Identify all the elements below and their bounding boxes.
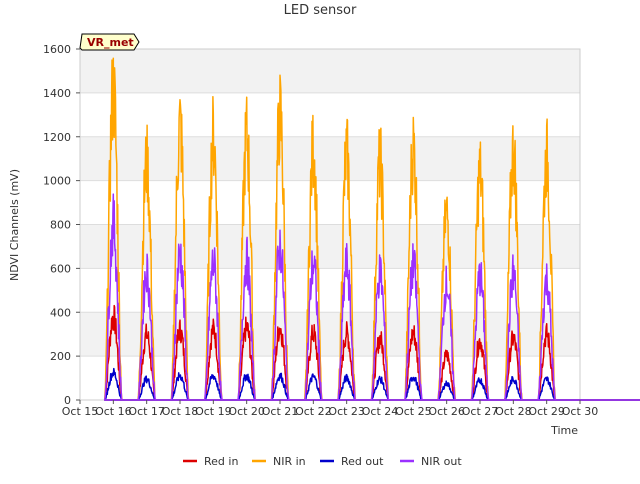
x-tick-label: Oct 15 xyxy=(62,405,99,418)
series-lines xyxy=(103,57,640,401)
x-tick-label: Oct 22 xyxy=(295,405,332,418)
y-tick-label: 800 xyxy=(50,219,71,232)
y-tick-label: 1000 xyxy=(43,175,71,188)
badge-label: VR_met xyxy=(87,36,134,49)
badge-shape xyxy=(79,33,140,51)
x-tick-label: Oct 17 xyxy=(128,405,165,418)
x-tick-label: Oct 27 xyxy=(462,405,499,418)
y-axis: 0 200 400 600 800 1000 1200 1400 1600 xyxy=(43,43,80,407)
legend: Red in NIR in Red out NIR out xyxy=(183,455,462,468)
y-tick-label: 0 xyxy=(64,394,71,407)
chart-title: LED sensor xyxy=(284,3,357,18)
legend-label: NIR in xyxy=(273,455,306,468)
background-band xyxy=(80,136,580,181)
x-tick-label: Oct 24 xyxy=(362,405,399,418)
x-tick-label: Oct 28 xyxy=(495,405,532,418)
background-band xyxy=(80,49,580,93)
x-tick-label: Oct 18 xyxy=(162,405,199,418)
x-tick-label: Oct 25 xyxy=(395,405,432,418)
x-tick-label: Oct 29 xyxy=(528,405,565,418)
background-band xyxy=(80,312,580,357)
y-tick-label: 1600 xyxy=(43,43,71,56)
y-tick-label: 200 xyxy=(50,350,71,363)
x-tick-label: Oct 16 xyxy=(95,405,132,418)
legend-label: Red in xyxy=(204,455,238,468)
y-tick-label: 1400 xyxy=(43,87,71,100)
x-tick-label: Oct 23 xyxy=(328,405,365,418)
x-tick-label: Oct 30 xyxy=(562,405,599,418)
x-tick-label: Oct 26 xyxy=(428,405,465,418)
plot-background-bands xyxy=(80,49,580,357)
x-tick-label: Oct 20 xyxy=(228,405,265,418)
legend-label: NIR out xyxy=(421,455,462,468)
background-band xyxy=(80,224,580,269)
x-tick-label: Oct 19 xyxy=(195,405,232,418)
series-line-nir-out xyxy=(103,193,640,401)
y-tick-label: 600 xyxy=(50,262,71,275)
x-axis-label: Time xyxy=(550,424,578,437)
x-tick-label: Oct 21 xyxy=(262,405,299,418)
site-badge: VR_met xyxy=(79,33,140,51)
y-tick-label: 1200 xyxy=(43,131,71,144)
y-axis-label: NDVI Channels (mV) xyxy=(8,169,21,281)
legend-label: Red out xyxy=(341,455,384,468)
y-tick-label: 400 xyxy=(50,306,71,319)
